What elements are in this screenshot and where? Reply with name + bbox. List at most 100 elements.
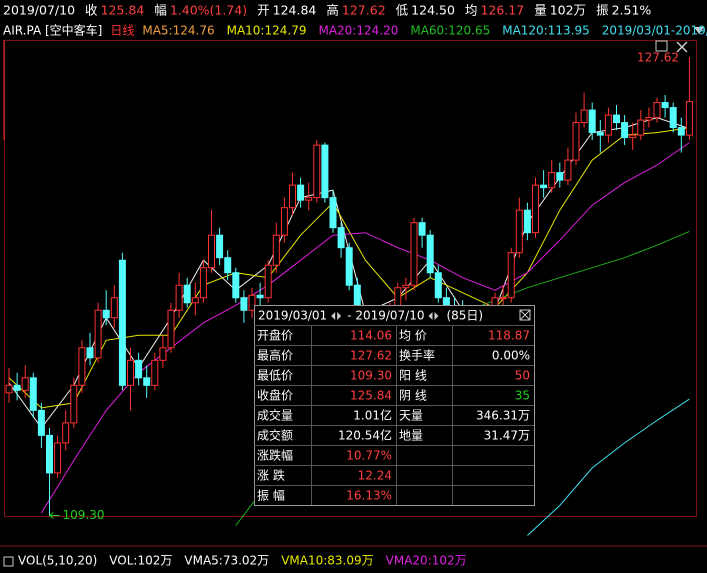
candle-body (434, 272, 442, 299)
candle-body (337, 227, 345, 249)
candle-body (645, 117, 653, 121)
candle-body (199, 267, 207, 299)
candle-body (418, 222, 426, 236)
candle-body (588, 109, 596, 134)
header-value: 2.51% (612, 3, 652, 18)
candle-body (313, 144, 321, 199)
candle-body (54, 442, 62, 474)
candle-body (669, 107, 677, 129)
stat-value: 125.84 (350, 389, 392, 403)
stat-value: 10.77% (346, 449, 392, 463)
candle-body (5, 384, 13, 394)
close-button[interactable] (676, 41, 688, 53)
candle-body (224, 257, 232, 274)
stat-label: 地量 (399, 429, 423, 443)
panel-close (519, 309, 531, 321)
stat-label: 天量 (399, 409, 423, 423)
high-label: 127.62 (637, 51, 679, 65)
stat-label: 换手率 (399, 348, 435, 363)
stat-label: 开盘价 (257, 328, 293, 343)
candle-body (248, 294, 256, 311)
dropdown-arrow[interactable] (694, 27, 704, 34)
stat-label: 涨跌幅 (257, 448, 293, 463)
stat-value: 1.01亿 (353, 408, 392, 423)
candle-body (677, 127, 685, 136)
candle-body (532, 184, 539, 234)
header-value: 124.84 (273, 3, 317, 18)
candle-body (135, 359, 143, 379)
candle-body (426, 234, 434, 274)
symbol: AIR.PA [空中客车] (3, 23, 102, 38)
low-label: 109.30 (63, 508, 105, 522)
stat-label: 均 价 (399, 329, 427, 343)
candle-body (264, 264, 272, 299)
period: 日线 (110, 24, 134, 38)
panel-end: - 2019/07/10 (347, 309, 424, 323)
candle-body (86, 347, 94, 359)
stat-label: 振 幅 (257, 488, 285, 503)
candle-body (653, 102, 661, 119)
candle-body (191, 297, 199, 304)
stat-value: 0.00% (492, 349, 530, 363)
candle-body (151, 359, 159, 386)
candle-body (596, 132, 604, 136)
candle-body (637, 119, 645, 136)
candle-body (402, 284, 410, 289)
stat-label: 最低价 (257, 369, 293, 383)
candle-body (216, 234, 224, 259)
candle-body (410, 222, 418, 286)
candle-body (110, 297, 118, 319)
panel-close-x (519, 309, 531, 321)
candle-body (289, 184, 296, 209)
candle-body (167, 309, 175, 349)
candle-body (183, 284, 191, 304)
stat-value: 109.30 (350, 369, 392, 383)
candle-body (208, 234, 215, 269)
candle-body (305, 197, 313, 201)
header-value: 125.84 (101, 3, 145, 18)
plot-frame (4, 40, 697, 517)
header-value: 124.50 (411, 3, 455, 18)
stat-value: 31.47万 (484, 429, 530, 443)
candle-body (556, 172, 564, 181)
candle-body (572, 122, 580, 161)
candle-body (661, 102, 669, 109)
panel-days: (85日) (446, 309, 483, 323)
vol-label: VMA20:102万 (386, 554, 467, 568)
candle-body (127, 359, 134, 386)
header-label: 高 (326, 3, 339, 18)
legend-entry: MA10:124.79 (227, 24, 307, 38)
vol-label: VMA10:83.09万 (281, 554, 373, 568)
ma-line (527, 398, 690, 536)
stat-value: 120.54亿 (338, 428, 392, 443)
candle-body (143, 377, 151, 386)
header-label: 振 (596, 3, 609, 18)
stat-label: 阴 线 (399, 389, 427, 403)
stat-value: 346.31万 (476, 409, 530, 423)
candle-body (564, 159, 572, 181)
stats-panel: 2019/03/01 - 2019/07/10 (85日) 开盘价 114.06 均 价 1… (254, 305, 535, 506)
stat-label: 成交量 (257, 408, 293, 423)
step-arrows (428, 312, 439, 320)
candle-body (102, 309, 110, 319)
header-label: 开 (257, 3, 270, 18)
legend-entry: MA20:124.20 (318, 24, 398, 38)
stat-label: 阳 线 (399, 369, 427, 383)
restore-button[interactable] (655, 40, 668, 52)
stat-label: 涨 跌 (257, 468, 285, 483)
stat-value: 16.13% (346, 489, 392, 503)
candle-body (62, 422, 70, 444)
candle-body (515, 209, 523, 254)
legend-entry: MA60:120.65 (410, 24, 490, 38)
candle-body (321, 144, 329, 199)
stat-value: 50 (515, 369, 530, 383)
vol-label: VOL:102万 (109, 554, 172, 568)
candle-body (232, 272, 240, 299)
candle-body (159, 347, 167, 361)
legend-entry: MA5:124.76 (142, 24, 214, 38)
candle-body (548, 172, 556, 189)
header-value: 127.62 (342, 3, 386, 18)
header-label: 幅 (154, 3, 167, 18)
